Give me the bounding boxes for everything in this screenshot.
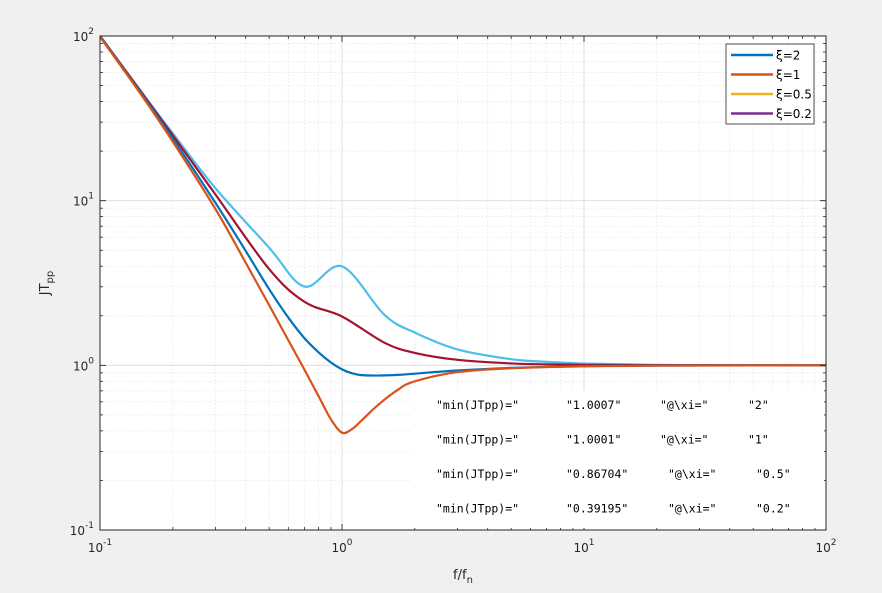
annotation-cell: "min(JTpp)=" [436, 433, 519, 447]
annotation-cell: "@\xi=" [668, 467, 716, 481]
annotation-cell: "2" [748, 398, 769, 412]
y-tick-label: 101 [73, 192, 94, 209]
x-tick-label: 101 [573, 538, 594, 555]
y-tick-label: 10-1 [70, 521, 94, 538]
annotation-cell: "0.2" [756, 502, 791, 516]
annotation-cell: "1.0001" [566, 433, 621, 447]
legend-label: ξ=0.5 [776, 88, 812, 102]
annotation-cell: "min(JTpp)=" [436, 467, 519, 481]
legend-label: ξ=1 [776, 68, 800, 82]
annotation-cell: "@\xi=" [660, 433, 708, 447]
tick-labels: 10-1 100 101 102 10-1 100 101 102 [70, 27, 837, 555]
tick-marks [99, 35, 827, 531]
legend[interactable]: ξ=2 ξ=1 ξ=0.5 ξ=0.2 [725, 43, 815, 125]
legend-box [725, 43, 815, 125]
series-line-4 [100, 36, 826, 435]
y-tick-label: 100 [73, 356, 94, 373]
x-axis-label: f/fn [453, 568, 473, 586]
annotation-cell: "0.39195" [566, 502, 628, 516]
axes-box [99, 35, 827, 531]
annotation-cell: "@\xi=" [660, 398, 708, 412]
annotation-cell: "1.0007" [566, 398, 621, 412]
legend-label: ξ=2 [776, 49, 800, 63]
x-tick-label: 102 [815, 538, 836, 555]
annotation-cell: "min(JTpp)=" [436, 502, 519, 516]
series-layer [100, 36, 826, 435]
x-tick-label: 10-1 [88, 538, 112, 555]
annotation-box [410, 390, 824, 528]
y-tick-label: 102 [73, 27, 94, 44]
legend-label: ξ=0.2 [776, 107, 812, 121]
annotation-cell: "@\xi=" [668, 502, 716, 516]
annotation-text: "min(JTpp)=" "1.0007" "@\xi=" "2" "min(JTpp)… [436, 398, 791, 516]
x-tick-label: 100 [331, 538, 352, 555]
annotation-cell: "1" [748, 433, 769, 447]
annotation-cell: "min(JTpp)=" [436, 398, 519, 412]
y-axis-label: JTpp [38, 271, 56, 296]
annotation-cell: "0.5" [756, 467, 791, 481]
annotation-cell: "0.86704" [566, 467, 628, 481]
